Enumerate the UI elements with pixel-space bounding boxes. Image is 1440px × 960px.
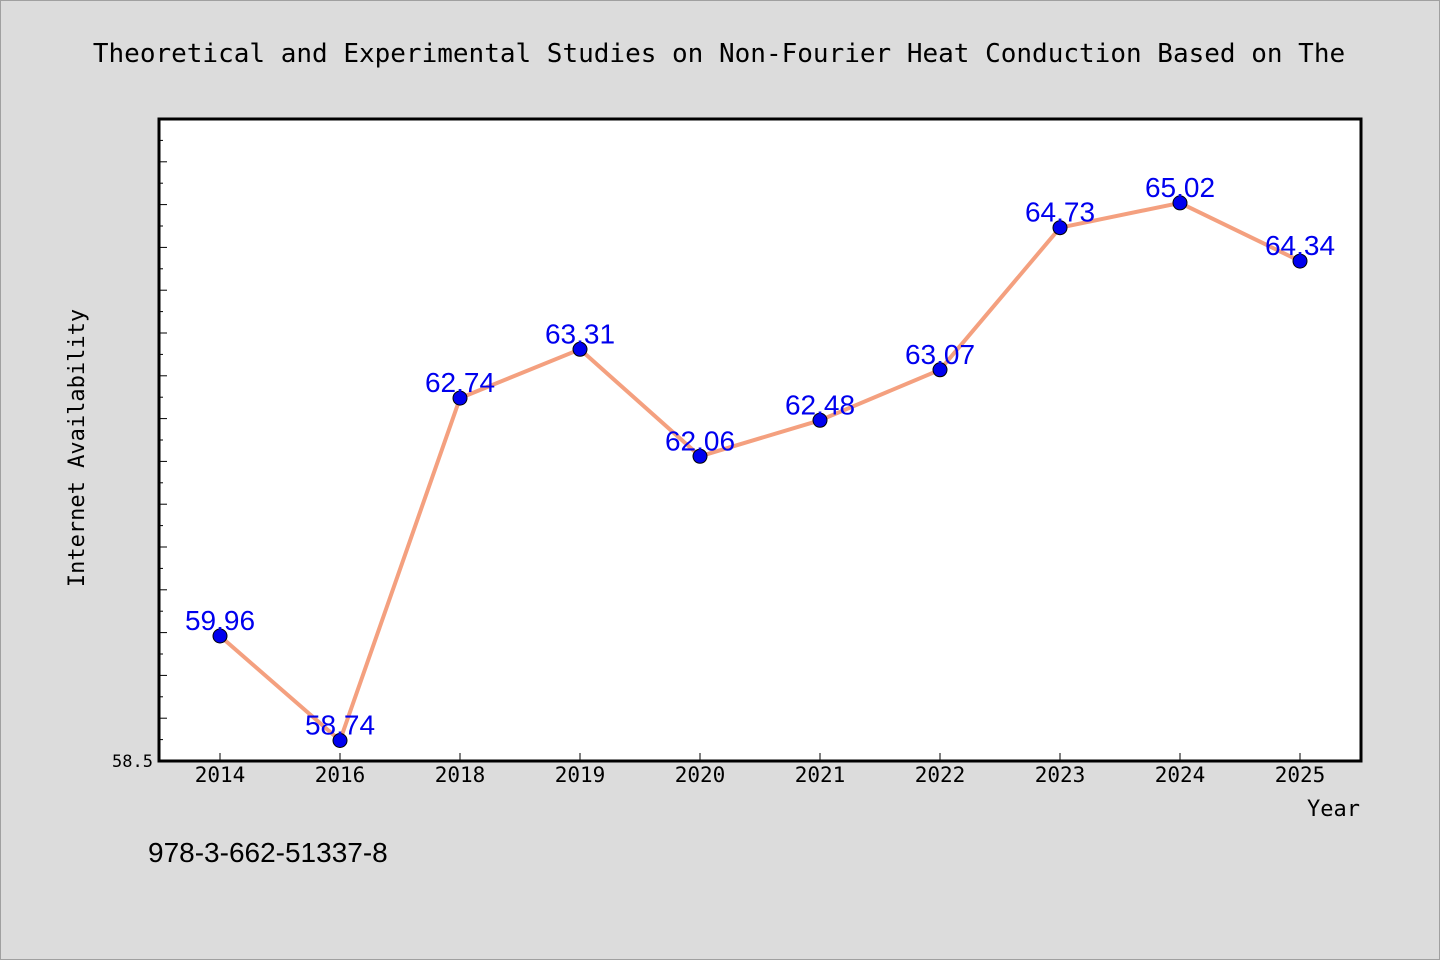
x-tick-label: 2018 <box>435 763 486 787</box>
x-tick-label: 2022 <box>915 763 966 787</box>
data-label: 65.02 <box>1145 172 1215 203</box>
x-tick-label: 2016 <box>315 763 366 787</box>
data-label: 62.06 <box>665 425 735 456</box>
data-point <box>332 733 348 748</box>
data-point <box>812 412 828 428</box>
y-axis-ticks: 58.5 <box>112 118 167 772</box>
chart-title: Theoretical and Experimental Studies on … <box>93 39 1345 69</box>
y-axis-label: Internet Availability <box>65 309 90 587</box>
series-line <box>218 200 1301 743</box>
data-point <box>932 362 948 378</box>
x-axis-label: Year <box>1307 797 1360 822</box>
x-tick-label: 2014 <box>195 763 246 787</box>
data-point <box>452 390 468 406</box>
data-point <box>692 448 708 464</box>
data-label: 62.48 <box>785 389 855 420</box>
data-label: 64.73 <box>1025 197 1095 228</box>
isbn-footer: 978-3-662-51337-8 <box>148 837 388 868</box>
data-labels: 59.96 58.74 62.74 63.31 62.06 62.48 63.07 64.73… <box>185 172 1335 741</box>
data-point <box>572 341 588 357</box>
x-tick-label: 2023 <box>1035 763 1086 787</box>
plot-area <box>157 117 1363 763</box>
series-polyline <box>218 200 1301 743</box>
series-markers <box>212 195 1308 748</box>
x-tick-label: 2021 <box>795 763 846 787</box>
x-tick-label: 2020 <box>675 763 726 787</box>
data-point <box>212 628 228 644</box>
data-label: 62.74 <box>425 367 495 398</box>
data-point <box>1292 253 1308 269</box>
y-tick-label: 58.5 <box>112 752 153 772</box>
data-label: 58.74 <box>305 710 375 741</box>
x-tick-label: 2024 <box>1155 763 1206 787</box>
x-tick-label: 2025 <box>1275 763 1326 787</box>
data-label: 64.34 <box>1265 230 1335 261</box>
data-point <box>1052 220 1068 236</box>
x-tick-label: 2019 <box>555 763 606 787</box>
data-point <box>1172 195 1188 211</box>
data-label: 63.31 <box>545 318 615 349</box>
data-label: 59.96 <box>185 605 255 636</box>
data-label: 63.07 <box>905 339 975 370</box>
x-axis-ticks: 2014 2016 2018 2019 2020 2021 2022 2023 2024 2025 <box>195 753 1326 787</box>
